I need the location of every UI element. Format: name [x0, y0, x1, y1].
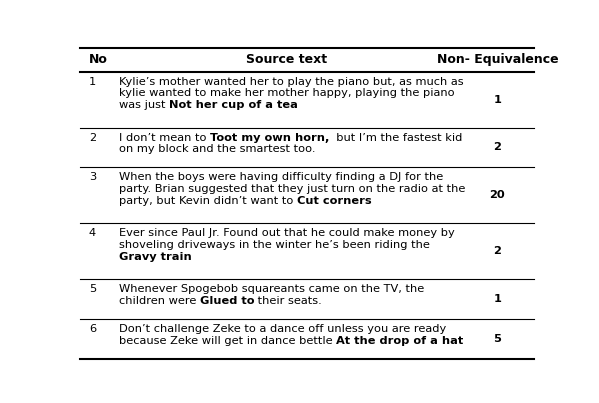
Text: 4: 4 — [89, 229, 96, 238]
Text: No: No — [89, 54, 108, 66]
Text: shoveling driveways in the winter he’s been riding the: shoveling driveways in the winter he’s b… — [119, 240, 430, 250]
Text: Non- Equivalence: Non- Equivalence — [437, 54, 558, 66]
Text: 3: 3 — [89, 172, 96, 182]
Text: 5: 5 — [89, 285, 96, 294]
Text: Toot my own horn,: Toot my own horn, — [210, 133, 329, 143]
Text: Gravy train: Gravy train — [119, 252, 192, 262]
Text: Cut corners: Cut corners — [297, 196, 371, 206]
Text: party. Brian suggested that they just turn on the radio at the: party. Brian suggested that they just tu… — [119, 184, 465, 194]
Text: 2: 2 — [494, 246, 501, 256]
Text: kylie wanted to make her mother happy, playing the piano: kylie wanted to make her mother happy, p… — [119, 88, 455, 98]
Text: Source text: Source text — [246, 54, 326, 66]
Text: was just: was just — [119, 100, 169, 110]
Text: but I’m the fastest kid: but I’m the fastest kid — [329, 133, 463, 143]
Text: Glued to: Glued to — [200, 296, 255, 306]
Text: on my block and the smartest too.: on my block and the smartest too. — [119, 144, 316, 154]
Text: Whenever Spogebob squareants came on the TV, the: Whenever Spogebob squareants came on the… — [119, 285, 424, 294]
Text: At the drop of a hat: At the drop of a hat — [336, 336, 464, 346]
Text: 1: 1 — [494, 294, 501, 304]
Text: 5: 5 — [494, 334, 501, 344]
Text: 1: 1 — [494, 95, 501, 105]
Text: children were: children were — [119, 296, 200, 306]
Text: 20: 20 — [489, 190, 505, 200]
Text: 2: 2 — [494, 143, 501, 152]
Text: Not her cup of a tea: Not her cup of a tea — [169, 100, 298, 110]
Text: 1: 1 — [89, 77, 96, 87]
Text: 2: 2 — [89, 133, 96, 143]
Text: because Zeke will get in dance bettle: because Zeke will get in dance bettle — [119, 336, 336, 346]
Text: Don’t challenge Zeke to a dance off unless you are ready: Don’t challenge Zeke to a dance off unle… — [119, 324, 446, 334]
Text: I don’t mean to: I don’t mean to — [119, 133, 210, 143]
Text: Kylie’s mother wanted her to play the piano but, as much as: Kylie’s mother wanted her to play the pi… — [119, 77, 464, 87]
Text: 6: 6 — [89, 324, 96, 334]
Text: party, but Kevin didn’t want to: party, but Kevin didn’t want to — [119, 196, 297, 206]
Text: When the boys were having difficulty finding a DJ for the: When the boys were having difficulty fin… — [119, 172, 443, 182]
Text: their seats.: their seats. — [255, 296, 322, 306]
Text: Ever since Paul Jr. Found out that he could make money by: Ever since Paul Jr. Found out that he co… — [119, 229, 455, 238]
